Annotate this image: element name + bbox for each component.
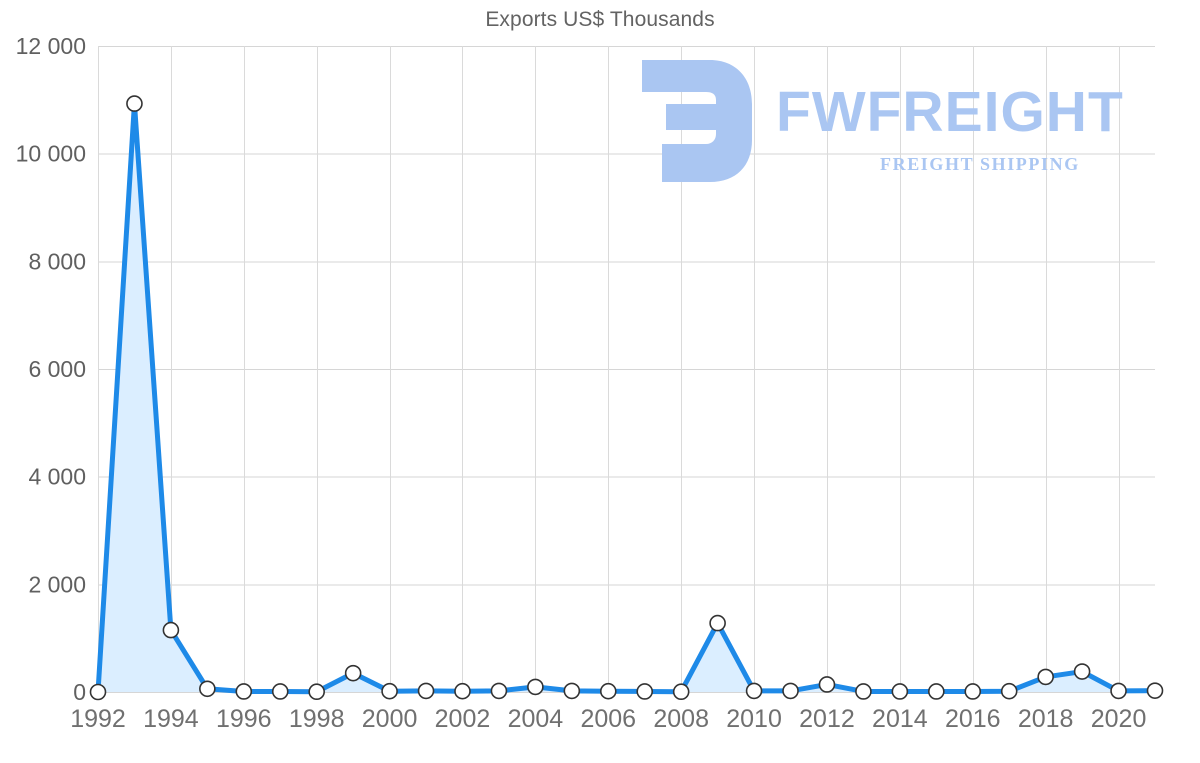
x-tick-label: 2012 xyxy=(799,705,855,733)
data-point[interactable] xyxy=(1000,682,1018,700)
x-tick-label: 1992 xyxy=(70,705,126,733)
x-tick-label: 1998 xyxy=(289,705,345,733)
y-tick-label: 12 000 xyxy=(16,33,86,59)
data-point[interactable] xyxy=(162,621,180,639)
y-tick-label: 2 000 xyxy=(28,571,86,597)
x-tick-label: 2006 xyxy=(580,705,636,733)
data-point[interactable] xyxy=(672,683,690,701)
data-point[interactable] xyxy=(417,682,435,700)
data-point[interactable] xyxy=(855,683,872,700)
data-point[interactable] xyxy=(928,683,945,700)
x-axis-tick-labels: 1992 1994 1996 1998 2000 2002 2004 2006 2008 2010… xyxy=(70,705,1146,733)
data-point[interactable] xyxy=(636,683,654,700)
series-line xyxy=(95,101,1158,695)
data-point[interactable] xyxy=(1037,668,1054,686)
x-tick-label: 2002 xyxy=(435,705,491,733)
series-markers[interactable] xyxy=(89,95,1164,701)
data-point[interactable] xyxy=(709,614,726,632)
data-point[interactable] xyxy=(1110,682,1127,700)
x-tick-label: 2004 xyxy=(508,705,564,733)
data-point[interactable] xyxy=(527,678,544,696)
data-point[interactable] xyxy=(1073,663,1091,680)
data-point[interactable] xyxy=(454,682,471,700)
data-point[interactable] xyxy=(599,682,617,700)
chart-title: Exports US$ Thousands xyxy=(485,8,715,31)
x-tick-label: 2014 xyxy=(872,705,928,733)
x-tick-label: 2018 xyxy=(1018,705,1074,733)
y-tick-label: 8 000 xyxy=(28,248,86,274)
y-tick-label: 4 000 xyxy=(28,464,86,490)
x-tick-label: 1994 xyxy=(143,705,199,733)
data-point[interactable] xyxy=(308,683,325,701)
x-tick-label: 1996 xyxy=(216,705,272,733)
data-point[interactable] xyxy=(818,676,836,693)
data-point[interactable] xyxy=(381,682,398,700)
data-point[interactable] xyxy=(89,683,107,701)
x-tick-label: 2016 xyxy=(945,705,1001,733)
data-point[interactable] xyxy=(745,682,763,700)
y-tick-label: 6 000 xyxy=(28,356,86,382)
data-point[interactable] xyxy=(235,683,253,700)
data-point[interactable] xyxy=(891,683,909,700)
data-point[interactable] xyxy=(490,682,508,700)
data-point[interactable] xyxy=(1146,682,1164,699)
data-point[interactable] xyxy=(344,664,362,682)
data-point[interactable] xyxy=(782,682,799,700)
series-area-fill xyxy=(98,103,1155,693)
x-tick-label: 2010 xyxy=(726,705,782,733)
y-axis-tick-labels: 0 2 000 4 000 6 000 8 000 10 000 12 000 xyxy=(16,33,86,705)
data-point[interactable] xyxy=(563,682,581,700)
x-tick-label: 2000 xyxy=(362,705,418,733)
x-tick-label: 2008 xyxy=(653,705,709,733)
x-gridlines xyxy=(98,46,1120,692)
x-tick-label: 2020 xyxy=(1091,705,1147,733)
data-point[interactable] xyxy=(271,683,289,700)
y-tick-label: 0 xyxy=(73,679,86,705)
y-tick-label: 10 000 xyxy=(16,141,86,167)
data-point[interactable] xyxy=(199,680,216,698)
data-point[interactable] xyxy=(126,95,143,112)
y-gridlines xyxy=(98,46,1155,693)
data-point[interactable] xyxy=(964,683,982,700)
